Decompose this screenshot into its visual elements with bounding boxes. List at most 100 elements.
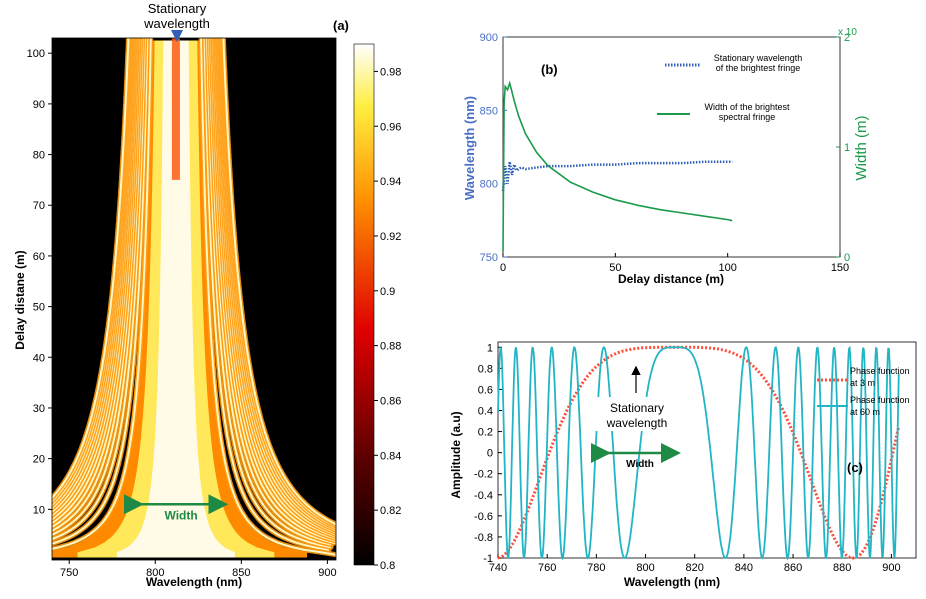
legend-label-stationary-l2: of the brightest fringe	[716, 63, 801, 73]
panel-c-xlabel: Wavelength (nm)	[624, 575, 720, 589]
stationary-label-c-line2: wavelength	[606, 416, 668, 430]
side-fringe-core-left-14	[52, 38, 130, 500]
side-fringe-core-right-2	[203, 38, 330, 551]
panel-b-line-chart: 0 50 100 150 750 800 850 900 0 1 2 (b) Delay dista…	[462, 27, 870, 286]
panel-b-series	[501, 80, 733, 252]
panel-c-ticks: 740 760 780 800 820 840 860 880 900 -1 -0.8 -0.6 -0.…	[474, 342, 901, 574]
panel-c-label: (c)	[847, 460, 863, 475]
panel-c-ylabel: Amplitude (a.u)	[449, 411, 463, 498]
a-xtick-label-800: 800	[146, 567, 164, 579]
c-series-1	[497, 345, 900, 561]
c-ytick-label--0.8: -0.8	[474, 532, 493, 544]
legend-label-60m-l2: at 60 m	[850, 407, 880, 417]
c-ytick-label-0.2: 0.2	[478, 427, 493, 439]
panel-a-ylabel: Delay distane (m)	[13, 250, 27, 349]
c-xtick-label-800: 800	[636, 562, 654, 574]
panel-b-label: (b)	[541, 62, 558, 77]
c-ytick-label-0.4: 0.4	[478, 405, 493, 417]
panel-b-ylabel-left: Wavelength (nm)	[462, 96, 477, 200]
a-xtick-label-750: 750	[60, 567, 78, 579]
stationary-arrow-icon	[171, 30, 183, 42]
legend-label-3m-l1: Phase function	[850, 366, 910, 376]
b-xtick-label-0: 0	[500, 262, 506, 274]
b-ytick-right-label-0: 0	[844, 252, 850, 264]
colorbar-ticks: 0.8 0.82 0.84 0.86 0.88 0.9 0.92 0.94 0.96 0.98	[374, 66, 401, 572]
b-ytick-left-label-900: 900	[480, 32, 498, 44]
c-xtick-label-780: 780	[587, 562, 605, 574]
b-series-0	[501, 160, 733, 192]
a-ytick-label-80: 80	[33, 150, 45, 162]
b-ytick-left-label-750: 750	[480, 252, 498, 264]
panel-b-xlabel: Delay distance (m)	[618, 272, 724, 286]
b-xtick-label-150: 150	[831, 262, 849, 274]
legend-label-stationary-l1: Stationary wavelength	[714, 53, 803, 63]
c-ytick-label-0.8: 0.8	[478, 363, 493, 375]
c-ytick-label--0.2: -0.2	[474, 469, 493, 481]
cb-tick-label-0.88: 0.88	[380, 341, 401, 353]
c-ytick-label--0.4: -0.4	[474, 490, 493, 502]
side-fringe-core-left-2	[52, 38, 149, 545]
cb-tick-label-0.92: 0.92	[380, 231, 401, 243]
legend-label-60m-l1: Phase function	[850, 395, 910, 405]
cb-tick-label-0.8: 0.8	[380, 560, 395, 572]
c-xtick-label-820: 820	[686, 562, 704, 574]
side-fringe-core-right-14	[222, 38, 336, 526]
a-ytick-label-20: 20	[33, 454, 45, 466]
c-xtick-label-900: 900	[882, 562, 900, 574]
a-ytick-label-30: 30	[33, 403, 45, 415]
panel-a-ticks: 750 800 850 900 10 20 30 40 50 60 70 80 90 100	[27, 37, 337, 579]
cb-tick-label-0.9: 0.9	[380, 286, 395, 298]
panel-c-series	[497, 345, 901, 561]
panel-c-legend: Phase function at 3 m Phase function at …	[817, 366, 910, 417]
c-ytick-label-0.6: 0.6	[478, 384, 493, 396]
width-label-a: Width	[164, 508, 197, 522]
panel-b-ticks: 0 50 100 150 750 800 850 900 0 1 2	[480, 32, 850, 274]
a-xtick-label-900: 900	[318, 567, 336, 579]
a-ytick-label-100: 100	[27, 48, 45, 60]
cb-tick-label-0.96: 0.96	[380, 121, 401, 133]
legend-label-width-l2: spectral fringe	[719, 112, 776, 122]
b-xtick-label-50: 50	[609, 262, 621, 274]
central-fringe-core	[116, 40, 235, 558]
b-series-1	[502, 80, 733, 252]
stationary-label-c-line1: Stationary	[610, 401, 664, 415]
b-ytick-left-label-850: 850	[480, 105, 498, 117]
panel-b-right-multiplier: x 10	[838, 27, 857, 38]
c-xtick-label-740: 740	[489, 562, 507, 574]
legend-label-width-l1: Width of the brightest	[704, 102, 790, 112]
cb-tick-label-0.82: 0.82	[380, 505, 401, 517]
legend-label-3m-l2: at 3 m	[850, 378, 875, 388]
colorbar	[353, 43, 375, 566]
a-ytick-label-10: 10	[33, 504, 45, 516]
c-ytick-label--0.6: -0.6	[474, 511, 493, 523]
panel-b-legend: Stationary wavelength of the brightest f…	[657, 53, 802, 122]
b-xtick-label-100: 100	[718, 262, 736, 274]
side-fringe-core-left-1	[52, 38, 152, 550]
panel-b-ylabel-right: Width (m)	[853, 116, 870, 181]
panel-a-heatmap: 750 800 850 900 10 20 30 40 50 60 70 80 90 100 (a) Wa…	[13, 1, 401, 589]
a-ytick-label-60: 60	[33, 251, 45, 263]
stationary-box-c	[591, 397, 683, 431]
stationary-label-top-line1: Stationary	[148, 1, 207, 16]
central-fringe-top-streak	[171, 38, 180, 180]
a-ytick-label-50: 50	[33, 302, 45, 314]
panel-a-xlabel: Wavelength (nm)	[146, 575, 242, 589]
b-ytick-right-label-1: 1	[844, 142, 850, 154]
panel-a-label: (a)	[333, 18, 349, 33]
c-ytick-label-1: 1	[487, 342, 493, 354]
c-ytick-label-0: 0	[487, 448, 493, 460]
cb-tick-label-0.86: 0.86	[380, 395, 401, 407]
side-fringe-core-right-1	[200, 38, 336, 556]
c-xtick-label-880: 880	[833, 562, 851, 574]
a-ytick-label-40: 40	[33, 352, 45, 364]
cb-tick-label-0.94: 0.94	[380, 176, 401, 188]
a-xtick-label-850: 850	[232, 567, 250, 579]
a-ytick-label-90: 90	[33, 99, 45, 111]
width-label-c: Width	[626, 459, 654, 470]
c-xtick-label-840: 840	[735, 562, 753, 574]
c-series-0	[498, 345, 901, 560]
c-ytick-label--1: -1	[483, 553, 493, 565]
panel-b-plot-area	[502, 36, 841, 258]
b-ytick-right-label-2: 2	[844, 32, 850, 44]
